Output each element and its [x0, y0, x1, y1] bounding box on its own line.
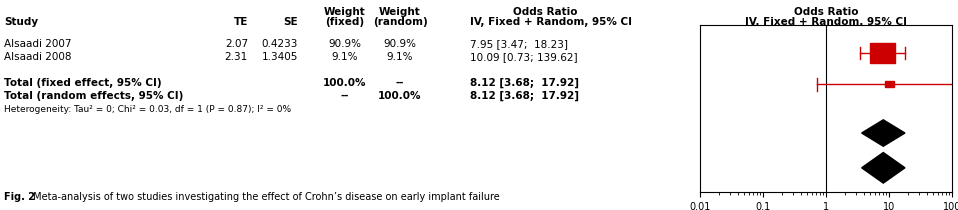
- Bar: [885, 81, 894, 87]
- Text: (fixed): (fixed): [326, 17, 365, 27]
- Text: 7.95 [3.47;  18.23]: 7.95 [3.47; 18.23]: [470, 39, 568, 49]
- Text: SE: SE: [284, 17, 298, 27]
- Bar: [870, 43, 896, 63]
- Text: (random): (random): [373, 17, 427, 27]
- Text: Odds Ratio: Odds Ratio: [794, 7, 858, 17]
- Text: --: --: [396, 78, 404, 88]
- Text: 8.12 [3.68;  17.92]: 8.12 [3.68; 17.92]: [470, 91, 579, 101]
- Text: 2.31: 2.31: [225, 52, 248, 62]
- Text: 9.1%: 9.1%: [331, 52, 358, 62]
- Text: 100.0%: 100.0%: [323, 78, 367, 88]
- Text: 9.1%: 9.1%: [387, 52, 413, 62]
- Text: 10.09 [0.73; 139.62]: 10.09 [0.73; 139.62]: [470, 52, 578, 62]
- Text: Fig. 2: Fig. 2: [4, 192, 35, 202]
- Text: 0.4233: 0.4233: [262, 39, 298, 49]
- Text: Total (random effects, 95% CI): Total (random effects, 95% CI): [4, 91, 183, 101]
- Text: TE: TE: [234, 17, 248, 27]
- Text: IV, Fixed + Random, 95% CI: IV, Fixed + Random, 95% CI: [470, 17, 632, 27]
- Text: Weight: Weight: [324, 7, 366, 17]
- Text: 90.9%: 90.9%: [329, 39, 361, 49]
- Text: IV, Fixed + Random, 95% CI: IV, Fixed + Random, 95% CI: [745, 17, 907, 27]
- Text: Study: Study: [4, 17, 38, 27]
- Text: Alsaadi 2007: Alsaadi 2007: [4, 39, 72, 49]
- Text: Heterogeneity: Tau² = 0; Chi² = 0.03, df = 1 (P = 0.87); I² = 0%: Heterogeneity: Tau² = 0; Chi² = 0.03, df…: [4, 105, 291, 113]
- Text: 1.3405: 1.3405: [262, 52, 298, 62]
- Text: Weight: Weight: [379, 7, 421, 17]
- Text: 100.0%: 100.0%: [378, 91, 422, 101]
- Text: Total (fixed effect, 95% CI): Total (fixed effect, 95% CI): [4, 78, 162, 88]
- Text: Meta-analysis of two studies investigating the effect of Crohn’s disease on earl: Meta-analysis of two studies investigati…: [30, 192, 500, 202]
- Text: Odds Ratio: Odds Ratio: [513, 7, 578, 17]
- Text: Alsaadi 2008: Alsaadi 2008: [4, 52, 72, 62]
- Polygon shape: [861, 120, 905, 146]
- Text: 8.12 [3.68;  17.92]: 8.12 [3.68; 17.92]: [470, 78, 579, 88]
- Text: 2.07: 2.07: [225, 39, 248, 49]
- Polygon shape: [861, 152, 905, 183]
- Text: 90.9%: 90.9%: [383, 39, 417, 49]
- Text: --: --: [341, 91, 350, 101]
